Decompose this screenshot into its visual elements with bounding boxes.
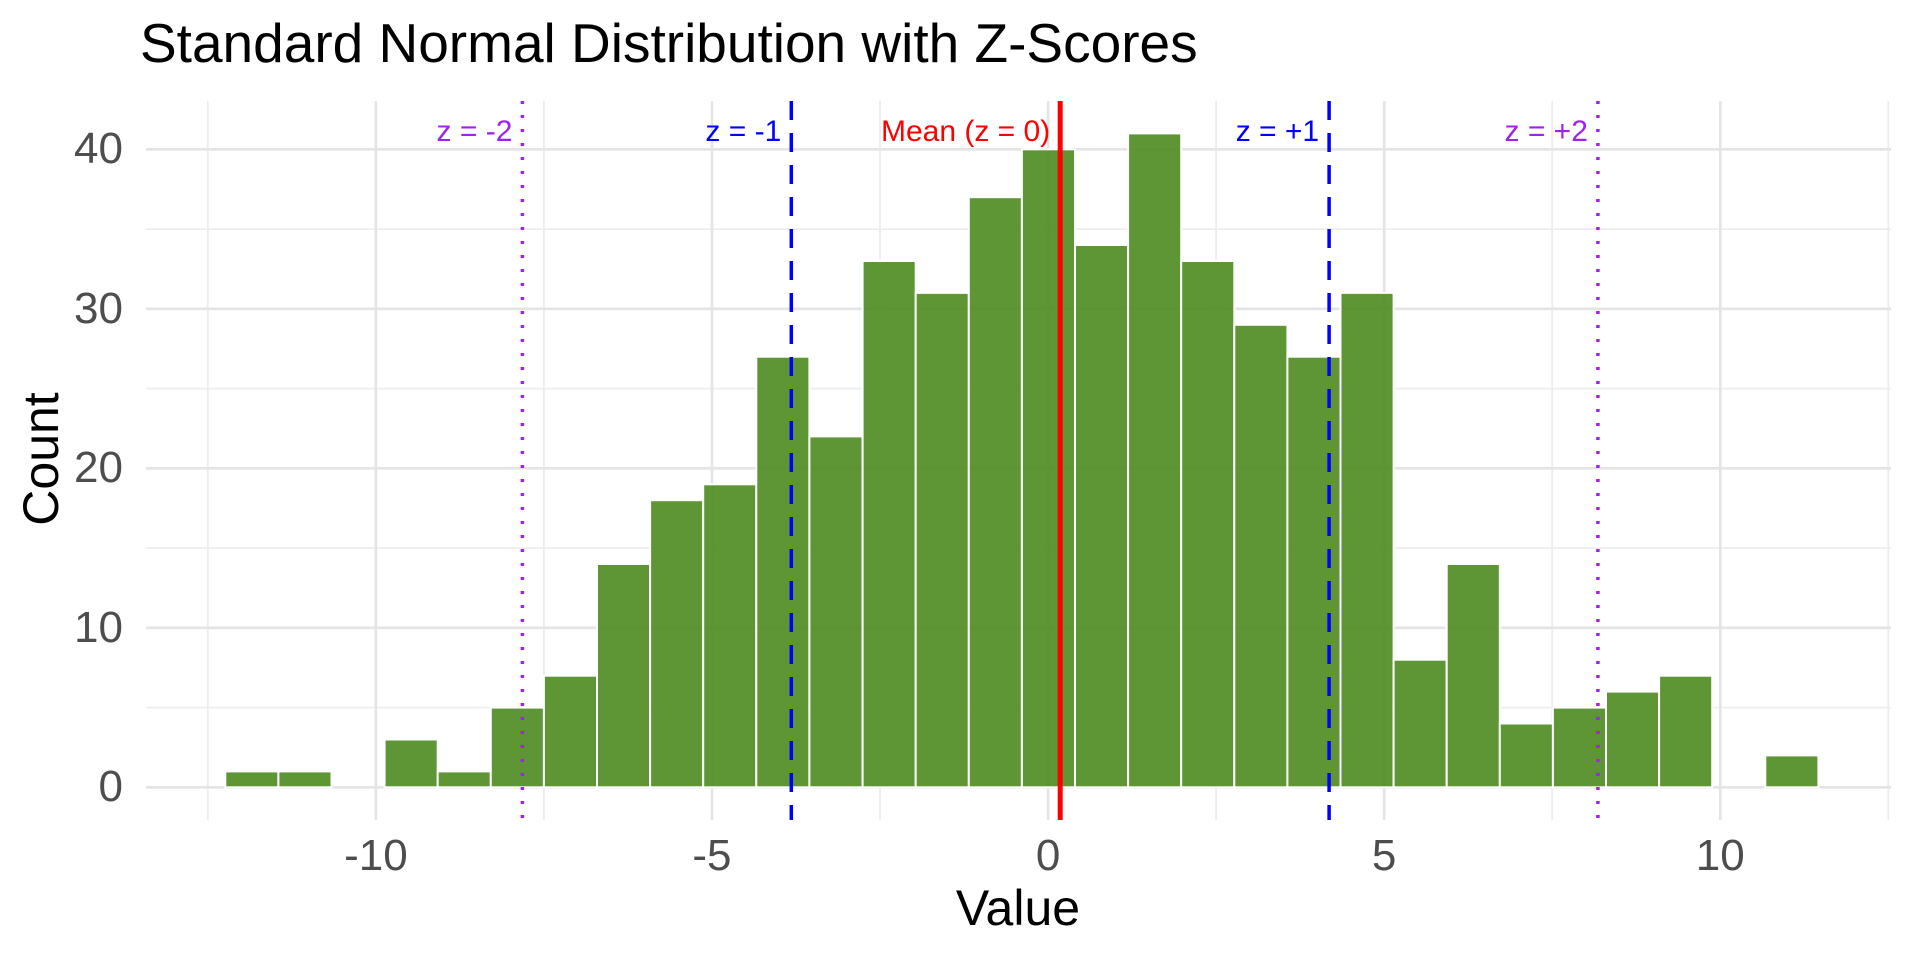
- x-axis-title: Value: [955, 880, 1081, 936]
- histogram-bar: [1233, 323, 1289, 789]
- plot-panel: z = -2 z = -1 Mean (z = 0) z = +1 z = +2: [146, 101, 1891, 820]
- histogram-bar: [808, 435, 864, 789]
- y-tick-label: 10: [74, 602, 123, 652]
- histogram-bar: [1127, 132, 1183, 789]
- histogram-bar: [1074, 244, 1130, 789]
- x-tick-label: -5: [692, 831, 732, 880]
- x-tick-label: 10: [1695, 831, 1745, 880]
- histogram-bar: [755, 355, 811, 789]
- histogram-bar: [1392, 658, 1448, 789]
- x-tick-label: -10: [344, 831, 408, 880]
- histogram-bar: [436, 770, 492, 789]
- y-tick-label: 0: [98, 762, 123, 812]
- histogram-bar: [861, 260, 917, 789]
- histogram-bar: [1605, 690, 1661, 789]
- y-tick-label: 40: [74, 124, 123, 174]
- y-axis-title: Count: [13, 392, 69, 526]
- histogram-bar: [596, 563, 652, 789]
- histogram-svg: z = -2 z = -1 Mean (z = 0) z = +1 z = +2: [146, 101, 1891, 820]
- histogram-bar: [277, 770, 333, 789]
- histogram-bar: [1445, 563, 1501, 789]
- y-tick-label: 30: [74, 283, 123, 333]
- histogram-bar: [1498, 722, 1554, 789]
- histogram-bar: [542, 674, 598, 789]
- histogram-bar: [1339, 291, 1395, 789]
- histogram-bar: [1020, 148, 1077, 789]
- y-tick-label: 20: [74, 443, 123, 493]
- histogram-bar: [702, 483, 758, 789]
- histogram-bar: [914, 291, 970, 789]
- plot-title: Standard Normal Distribution with Z-Scor…: [140, 12, 1198, 74]
- z-line-label--2: z = -2: [437, 115, 513, 148]
- x-tick-label: 0: [1035, 831, 1061, 880]
- histogram-bar: [1658, 674, 1714, 789]
- histogram-bar: [649, 499, 705, 789]
- histogram-bar: [383, 738, 439, 789]
- histogram-bar: [1764, 754, 1820, 789]
- histogram-bar: [1180, 260, 1236, 789]
- x-tick-label: 5: [1371, 831, 1397, 880]
- histogram-bar: [224, 770, 280, 789]
- z-line-label-+2: z = +2: [1504, 115, 1587, 148]
- z-line-label-+1: z = +1: [1236, 115, 1319, 148]
- z-line-label-0: Mean (z = 0): [881, 115, 1050, 148]
- histogram-bar: [967, 196, 1023, 789]
- z-line-label--1: z = -1: [705, 115, 781, 148]
- histogram-bar: [489, 706, 545, 789]
- histogram-bar: [1286, 355, 1342, 789]
